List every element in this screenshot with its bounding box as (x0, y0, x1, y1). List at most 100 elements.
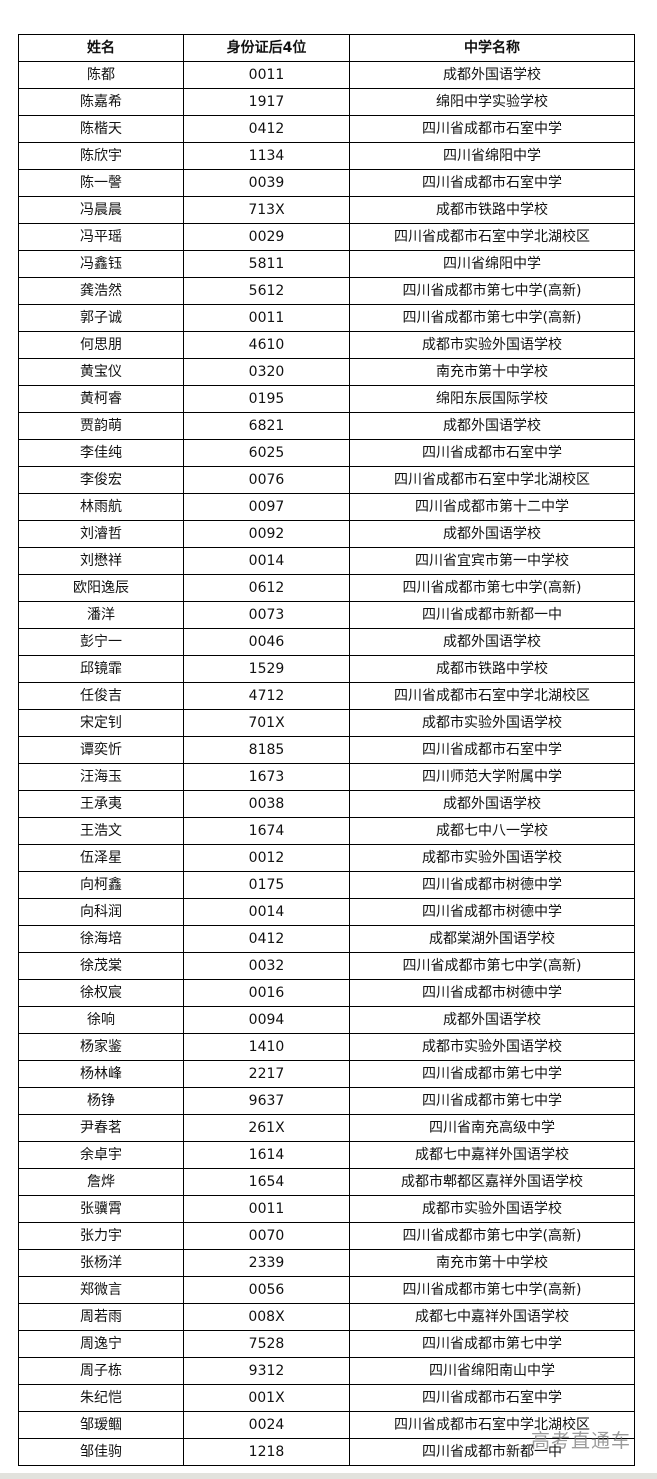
cell-id-last4: 9312 (183, 1357, 350, 1385)
table-row: 谭奕忻 8185 四川省成都市石室中学 (18, 736, 635, 764)
cell-name: 汪海玉 (18, 763, 184, 791)
cell-school: 四川省绵阳中学 (349, 250, 635, 278)
table-row: 刘濬哲 0092 成都外国语学校 (18, 520, 635, 548)
table-row: 徐响 0094 成都外国语学校 (18, 1006, 635, 1034)
cell-id-last4: 7528 (183, 1330, 350, 1358)
cell-name: 张杨洋 (18, 1249, 184, 1277)
cell-id-last4: 6821 (183, 412, 350, 440)
cell-name: 何思朋 (18, 331, 184, 359)
cell-name: 龚浩然 (18, 277, 184, 305)
table-row: 汪海玉 1673 四川师范大学附属中学 (18, 763, 635, 791)
cell-name: 向科润 (18, 898, 184, 926)
cell-school: 四川省成都市第七中学 (349, 1087, 635, 1115)
cell-name: 张骥霄 (18, 1195, 184, 1223)
cell-name: 邹瑷鲴 (18, 1411, 184, 1439)
cell-id-last4: 261X (183, 1114, 350, 1142)
cell-name: 詹烨 (18, 1168, 184, 1196)
cell-name: 余卓宇 (18, 1141, 184, 1169)
table-row: 何思朋 4610 成都市实验外国语学校 (18, 331, 635, 359)
cell-id-last4: 0195 (183, 385, 350, 413)
cell-school: 四川省成都市新都一中 (349, 1438, 635, 1466)
table-row: 贾韵萌 6821 成都外国语学校 (18, 412, 635, 440)
cell-school: 四川省成都市第七中学 (349, 1330, 635, 1358)
cell-name: 陈楷天 (18, 115, 184, 143)
cell-school: 四川省成都市第七中学(高新) (349, 574, 635, 602)
cell-school: 成都市实验外国语学校 (349, 709, 635, 737)
cell-id-last4: 701X (183, 709, 350, 737)
cell-id-last4: 1654 (183, 1168, 350, 1196)
cell-school: 四川省绵阳中学 (349, 142, 635, 170)
cell-name: 彭宁一 (18, 628, 184, 656)
cell-name: 朱纪恺 (18, 1384, 184, 1412)
cell-id-last4: 0094 (183, 1006, 350, 1034)
cell-name: 刘懋祥 (18, 547, 184, 575)
table-row: 宋定钊 701X 成都市实验外国语学校 (18, 709, 635, 737)
cell-id-last4: 0412 (183, 925, 350, 953)
table-row: 尹春茗 261X 四川省南充高级中学 (18, 1114, 635, 1142)
cell-id-last4: 0056 (183, 1276, 350, 1304)
cell-name: 周逸宁 (18, 1330, 184, 1358)
cell-name: 冯平瑶 (18, 223, 184, 251)
cell-school: 四川省成都市石室中学 (349, 115, 635, 143)
cell-school: 四川省成都市新都一中 (349, 601, 635, 629)
table-row: 张骥霄 0011 成都市实验外国语学校 (18, 1195, 635, 1223)
table-row: 周子栋 9312 四川省绵阳南山中学 (18, 1357, 635, 1385)
cell-school: 四川省成都市第七中学(高新) (349, 952, 635, 980)
cell-school: 成都七中八一学校 (349, 817, 635, 845)
cell-name: 冯晨晨 (18, 196, 184, 224)
cell-id-last4: 0012 (183, 844, 350, 872)
cell-id-last4: 0032 (183, 952, 350, 980)
cell-name: 向柯鑫 (18, 871, 184, 899)
watermark: 高考直通车 (530, 1430, 631, 1452)
cell-id-last4: 0039 (183, 169, 350, 197)
table-row: 向科润 0014 四川省成都市树德中学 (18, 898, 635, 926)
table-row: 邱镜霏 1529 成都市铁路中学校 (18, 655, 635, 683)
cell-school: 成都市实验外国语学校 (349, 844, 635, 872)
cell-id-last4: 2217 (183, 1060, 350, 1088)
cell-school: 成都外国语学校 (349, 520, 635, 548)
table-row: 欧阳逸辰 0612 四川省成都市第七中学(高新) (18, 574, 635, 602)
cell-school: 成都七中嘉祥外国语学校 (349, 1141, 635, 1169)
cell-school: 成都外国语学校 (349, 412, 635, 440)
cell-id-last4: 1410 (183, 1033, 350, 1061)
cell-id-last4: 0029 (183, 223, 350, 251)
table-row: 冯晨晨 713X 成都市铁路中学校 (18, 196, 635, 224)
bottom-band (0, 1473, 657, 1479)
header-name: 姓名 (18, 34, 184, 62)
cell-name: 王浩文 (18, 817, 184, 845)
table-row: 龚浩然 5612 四川省成都市第七中学(高新) (18, 277, 635, 305)
table-row: 陈都 0011 成都外国语学校 (18, 61, 635, 89)
table-row: 徐权宸 0016 四川省成都市树德中学 (18, 979, 635, 1007)
cell-school: 成都七中嘉祥外国语学校 (349, 1303, 635, 1331)
cell-name: 邹佳驹 (18, 1438, 184, 1466)
table-row: 王浩文 1674 成都七中八一学校 (18, 817, 635, 845)
cell-school: 成都市铁路中学校 (349, 655, 635, 683)
cell-id-last4: 0014 (183, 547, 350, 575)
cell-id-last4: 4712 (183, 682, 350, 710)
cell-name: 邱镜霏 (18, 655, 184, 683)
cell-name: 周若雨 (18, 1303, 184, 1331)
cell-school: 四川省成都市树德中学 (349, 871, 635, 899)
table-row: 张力宇 0070 四川省成都市第七中学(高新) (18, 1222, 635, 1250)
cell-name: 陈嘉希 (18, 88, 184, 116)
cell-school: 绵阳东辰国际学校 (349, 385, 635, 413)
cell-name: 宋定钊 (18, 709, 184, 737)
cell-name: 任俊吉 (18, 682, 184, 710)
cell-id-last4: 1614 (183, 1141, 350, 1169)
cell-school: 四川省成都市第七中学(高新) (349, 277, 635, 305)
table-row: 冯平瑶 0029 四川省成都市石室中学北湖校区 (18, 223, 635, 251)
cell-name: 杨林峰 (18, 1060, 184, 1088)
table-row: 王承夷 0038 成都外国语学校 (18, 790, 635, 818)
cell-school: 成都外国语学校 (349, 1006, 635, 1034)
cell-school: 四川省成都市石室中学 (349, 439, 635, 467)
cell-id-last4: 0011 (183, 61, 350, 89)
cell-school: 成都外国语学校 (349, 790, 635, 818)
cell-id-last4: 0011 (183, 304, 350, 332)
cell-id-last4: 0612 (183, 574, 350, 602)
cell-id-last4: 0175 (183, 871, 350, 899)
cell-name: 谭奕忻 (18, 736, 184, 764)
cell-school: 南充市第十中学校 (349, 1249, 635, 1277)
cell-school: 四川省宜宾市第一中学校 (349, 547, 635, 575)
table-row: 徐茂棠 0032 四川省成都市第七中学(高新) (18, 952, 635, 980)
cell-name: 陈一謦 (18, 169, 184, 197)
